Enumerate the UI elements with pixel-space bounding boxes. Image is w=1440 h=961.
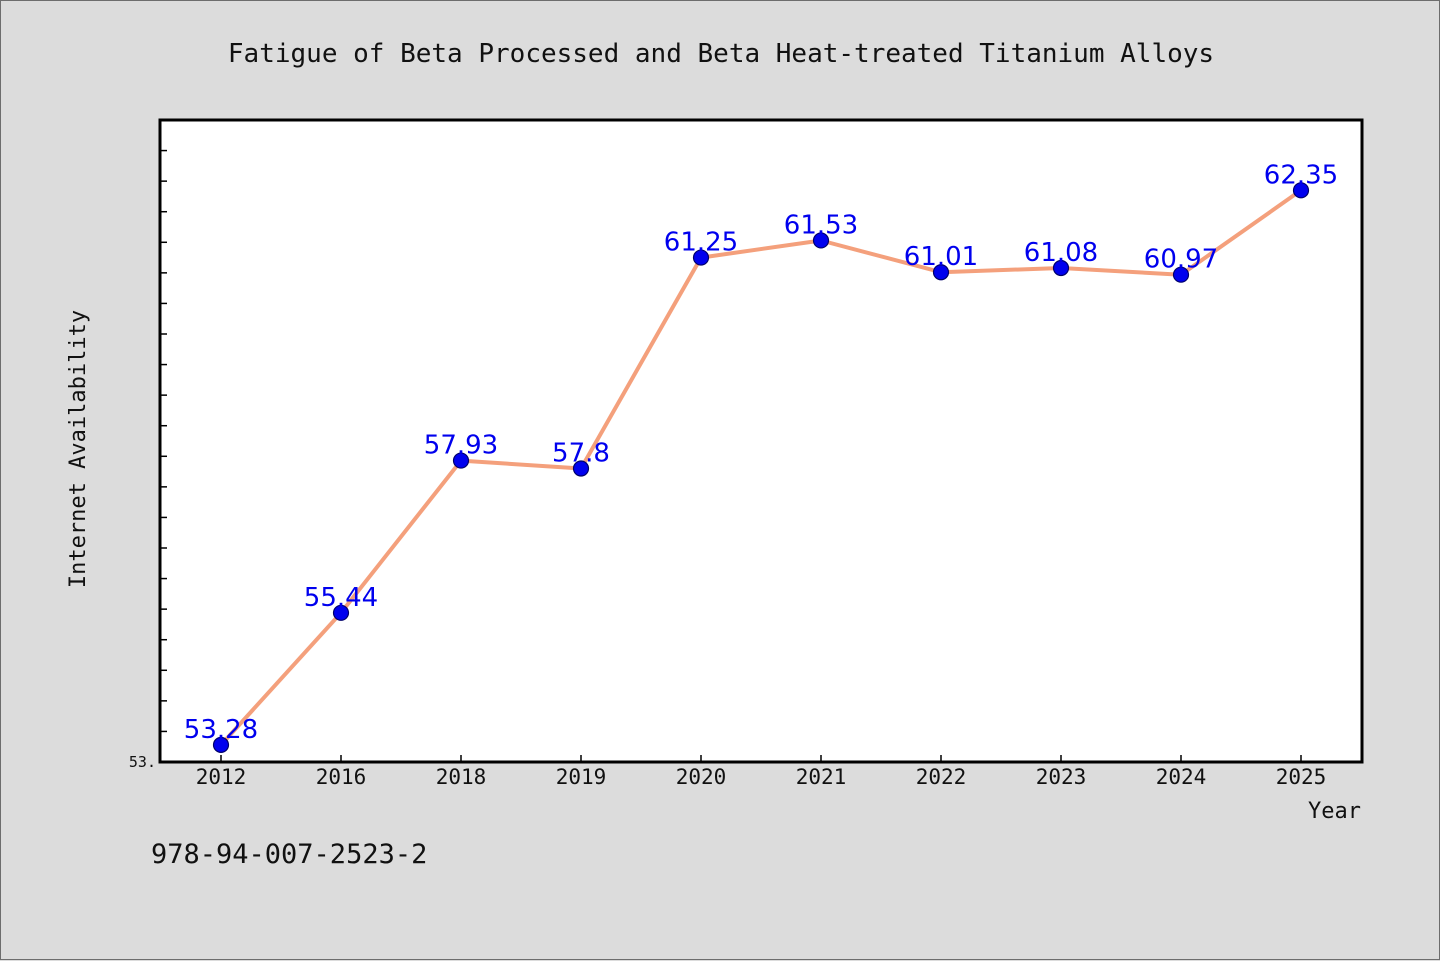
data-point-marker <box>1052 259 1070 277</box>
y-axis-label: Internet Availability <box>66 310 91 588</box>
data-label: 61.08 <box>1024 238 1098 268</box>
data-label: 61.25 <box>664 228 738 258</box>
x-axis-tick-labels: 2012 2016 2018 2019 2020 2021 2022 2023 2024 2025 <box>196 765 1327 789</box>
data-point-marker <box>212 736 230 753</box>
data-labels: 53.28 55.44 57.93 57.8 61.25 61.53 61.01 61.08 6… <box>184 160 1338 745</box>
data-label: 61.01 <box>904 242 978 272</box>
x-tick-label: 2019 <box>556 765 607 789</box>
x-tick-label: 2012 <box>196 765 247 789</box>
footer-isbn: 978-94-007-2523-2 <box>151 839 427 870</box>
x-tick-label: 2016 <box>316 765 367 789</box>
chart-title: Fatigue of Beta Processed and Beta Heat-… <box>228 39 1214 69</box>
data-label: 53.28 <box>184 715 258 745</box>
data-label: 60.97 <box>1144 245 1218 275</box>
data-point-marker <box>572 460 590 477</box>
data-point-marker <box>1172 266 1190 283</box>
x-tick-label: 2023 <box>1036 765 1087 789</box>
data-point-marker <box>332 604 350 621</box>
x-tick-label: 2025 <box>1276 765 1327 789</box>
x-axis-ticks <box>220 755 1302 762</box>
series-markers <box>212 182 1310 753</box>
data-point-marker <box>692 249 710 266</box>
data-label: 57.93 <box>424 431 498 461</box>
x-tick-label: 2021 <box>796 765 847 789</box>
x-tick-label: 2020 <box>676 765 727 789</box>
data-point-marker <box>812 232 830 249</box>
data-point-marker <box>1292 182 1310 199</box>
y-tick-label: 53. <box>129 753 156 771</box>
series-line <box>219 188 1303 747</box>
plot-area <box>158 118 1364 764</box>
data-point-marker <box>932 264 950 281</box>
x-tick-label: 2022 <box>916 765 967 789</box>
x-axis-label: Year <box>1308 799 1361 824</box>
x-tick-label: 2018 <box>436 765 487 789</box>
data-point-marker <box>452 452 470 469</box>
data-label: 62.35 <box>1264 160 1338 190</box>
x-tick-label: 2024 <box>1156 765 1207 789</box>
y-axis-ticks <box>160 119 167 763</box>
data-label: 55.44 <box>304 583 378 613</box>
data-label: 57.8 <box>552 439 610 469</box>
data-label: 61.53 <box>784 210 858 240</box>
